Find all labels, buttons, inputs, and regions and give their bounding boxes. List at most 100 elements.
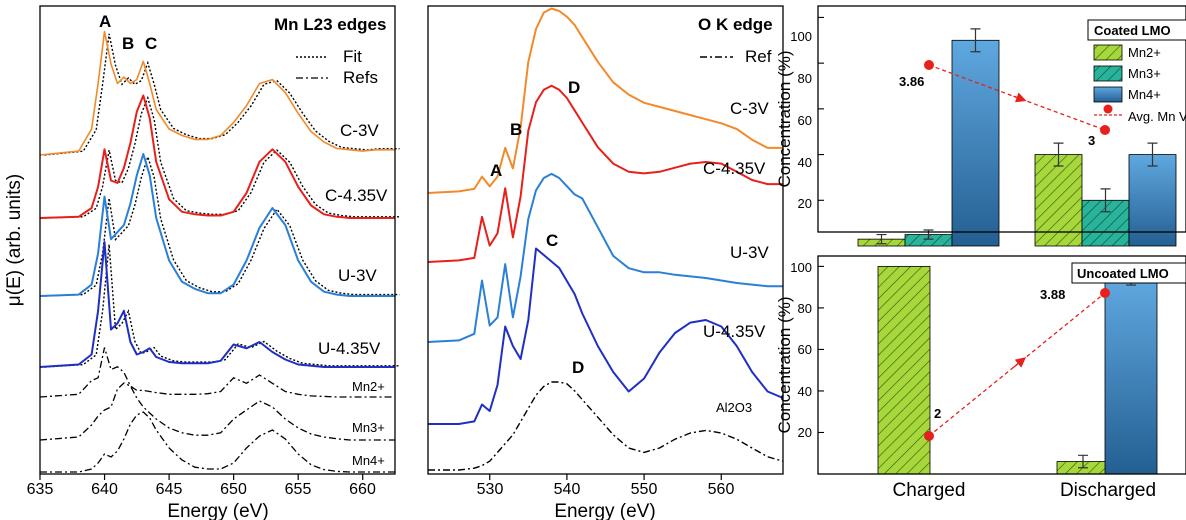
mn-x-tick: 635 xyxy=(27,481,54,498)
uncoated-y-tick: 60 xyxy=(798,342,812,357)
coated-error-bar xyxy=(1147,142,1158,167)
mn-peak-label-c: C xyxy=(145,34,157,53)
mn-plot-area xyxy=(39,30,400,480)
o-peak-label-b: B xyxy=(510,120,522,139)
mn-x-tick: 640 xyxy=(91,481,118,498)
coated-bar-mn4plus xyxy=(1128,154,1177,247)
coated-error-bar xyxy=(970,28,981,53)
o-series-line-u-4.35v xyxy=(428,247,784,425)
coated-valence-marker xyxy=(1100,125,1110,135)
mn-fit-line-u-4.35v xyxy=(44,244,400,368)
coated-title-box xyxy=(1087,19,1186,41)
mn-legend: Fit Refs xyxy=(296,47,378,87)
coated-error-bar xyxy=(1100,188,1111,213)
o-x-axis-label: Energy (eV) xyxy=(554,501,655,520)
fit-legend-label: Fit xyxy=(343,47,362,66)
mn-x-axis-label: Energy (eV) xyxy=(167,501,268,520)
uncoated-valence-marker xyxy=(924,431,934,441)
o-k-panel: 530 540 550 560 Energy (eV) O K edge Ref… xyxy=(427,5,784,520)
mn-series-line-c-3v xyxy=(39,30,395,156)
mn-trace-label: U-4.35V xyxy=(318,339,381,358)
coated-legend: Coated LMO Mn2+ Mn3+ Mn4+ Avg. Mn Valenc… xyxy=(1087,19,1186,124)
uncoated-y-axis-label: Concentration (%) xyxy=(775,296,794,433)
mn-series-line-c-4.35v xyxy=(39,94,395,219)
o-peak-label-d: D xyxy=(568,78,580,97)
uncoated-y-tick: 100 xyxy=(790,260,812,275)
o-series-line-c-4.35v xyxy=(427,84,783,263)
o-peak-label-d-ref: D xyxy=(572,358,584,377)
uncoated-valence-label: 2 xyxy=(934,406,941,421)
coated-y-tick: 20 xyxy=(798,196,812,211)
coated-y-axis-label: Concentration (%) xyxy=(775,50,794,187)
o-trace-label: C-3V xyxy=(730,99,769,118)
legend-label-mn2: Mn2+ xyxy=(1128,45,1161,60)
coated-valence-marker xyxy=(924,60,934,70)
o-x-tick: 550 xyxy=(631,481,658,498)
mn-x-tick: 650 xyxy=(220,481,247,498)
uncoated-y-ticks: 20 40 60 80 100 xyxy=(790,260,812,440)
o-peak-label-c: C xyxy=(546,231,558,250)
legend-label-mn4: Mn4+ xyxy=(1128,87,1161,102)
mn-ref-label: Mn3+ xyxy=(352,420,385,435)
mn-trace-label: U-3V xyxy=(338,266,377,285)
coated-valence-label: 3 xyxy=(1088,133,1095,148)
legend-marker-valence xyxy=(1103,104,1113,114)
mn-y-axis-label: μ(E) (arb. units) xyxy=(4,174,25,306)
legend-label-valence: Avg. Mn Valence xyxy=(1128,109,1186,124)
o-plot-area xyxy=(427,7,784,480)
legend-swatch-mn4 xyxy=(1093,86,1123,103)
o-frame xyxy=(427,5,784,475)
o-legend: Ref xyxy=(700,47,772,66)
coated-bar-mn4plus xyxy=(951,39,1000,247)
mn-fit-line-u-3v xyxy=(44,154,400,297)
uncoated-bar-mn4plus xyxy=(1104,278,1158,475)
uncoated-title-box xyxy=(1071,262,1186,284)
mn-x-tick: 660 xyxy=(349,481,376,498)
mn-x-tick: 655 xyxy=(285,481,312,498)
o-series-line-u-3v xyxy=(427,172,783,343)
mn-x-ticks: 635 640 645 650 655 660 xyxy=(27,481,376,498)
uncoated-valence-marker xyxy=(1100,288,1110,298)
o-x-tick: 560 xyxy=(708,481,735,498)
uncoated-y-tick: 40 xyxy=(798,384,812,399)
uncoated-valence-label: 3.88 xyxy=(1040,287,1065,302)
ref-legend-label: Ref xyxy=(745,47,772,66)
mn-frame xyxy=(39,5,396,475)
mn-series-line-u-4.35v xyxy=(39,241,395,368)
mn-series-line-u-3v xyxy=(39,153,395,297)
o-series-line-al2o3 xyxy=(428,381,784,471)
legend-swatch-mn3 xyxy=(1093,65,1123,82)
mn-peak-label-a: A xyxy=(99,12,111,31)
uncoated-valence-arrow xyxy=(1013,357,1027,368)
mn-ref-label: Mn2+ xyxy=(352,379,385,394)
legend-swatch-mn2 xyxy=(1093,44,1123,61)
concentration-panel: 20 40 60 80 100 20 40 60 80 100 Concentr… xyxy=(775,5,1186,501)
legend-label-mn3: Mn3+ xyxy=(1128,66,1161,81)
o-x-ticks: 530 540 550 560 xyxy=(477,481,735,498)
mn-ref-line-mn4plus xyxy=(40,411,395,473)
coated-error-bar xyxy=(1053,142,1064,167)
coated-y-tick: 80 xyxy=(798,71,812,86)
coated-y-tick: 100 xyxy=(790,29,812,44)
category-label-discharged: Discharged xyxy=(1060,480,1156,501)
o-trace-label: C-4.35V xyxy=(703,159,766,178)
uncoated-frame xyxy=(817,255,1186,475)
uncoated-y-tick: 80 xyxy=(798,301,812,316)
uncoated-bar-mn2plus xyxy=(877,265,931,475)
o-ref-label: Al2O3 xyxy=(716,400,752,415)
mn-title-text: Mn L23 edges xyxy=(274,15,386,34)
mn-title: Mn L23 edges xyxy=(274,15,386,34)
mn-trace-label: C-3V xyxy=(340,121,379,140)
coated-valence-label: 3.86 xyxy=(899,74,924,89)
o-series-line-c-3v xyxy=(427,7,783,194)
uncoated-bars xyxy=(818,265,1158,475)
mn-ref-line-mn3plus xyxy=(39,382,395,441)
mn-trace-label: C-4.35V xyxy=(325,186,388,205)
mn-fit-line-c-4.35v xyxy=(44,95,400,219)
mn-l23-panel: 635 640 645 650 655 660 Energy (eV) μ(E)… xyxy=(4,5,400,520)
refs-legend-label: Refs xyxy=(343,68,378,87)
o-x-tick: 530 xyxy=(477,481,504,498)
coated-frame xyxy=(817,5,1186,233)
coated-error-bar xyxy=(876,233,887,245)
